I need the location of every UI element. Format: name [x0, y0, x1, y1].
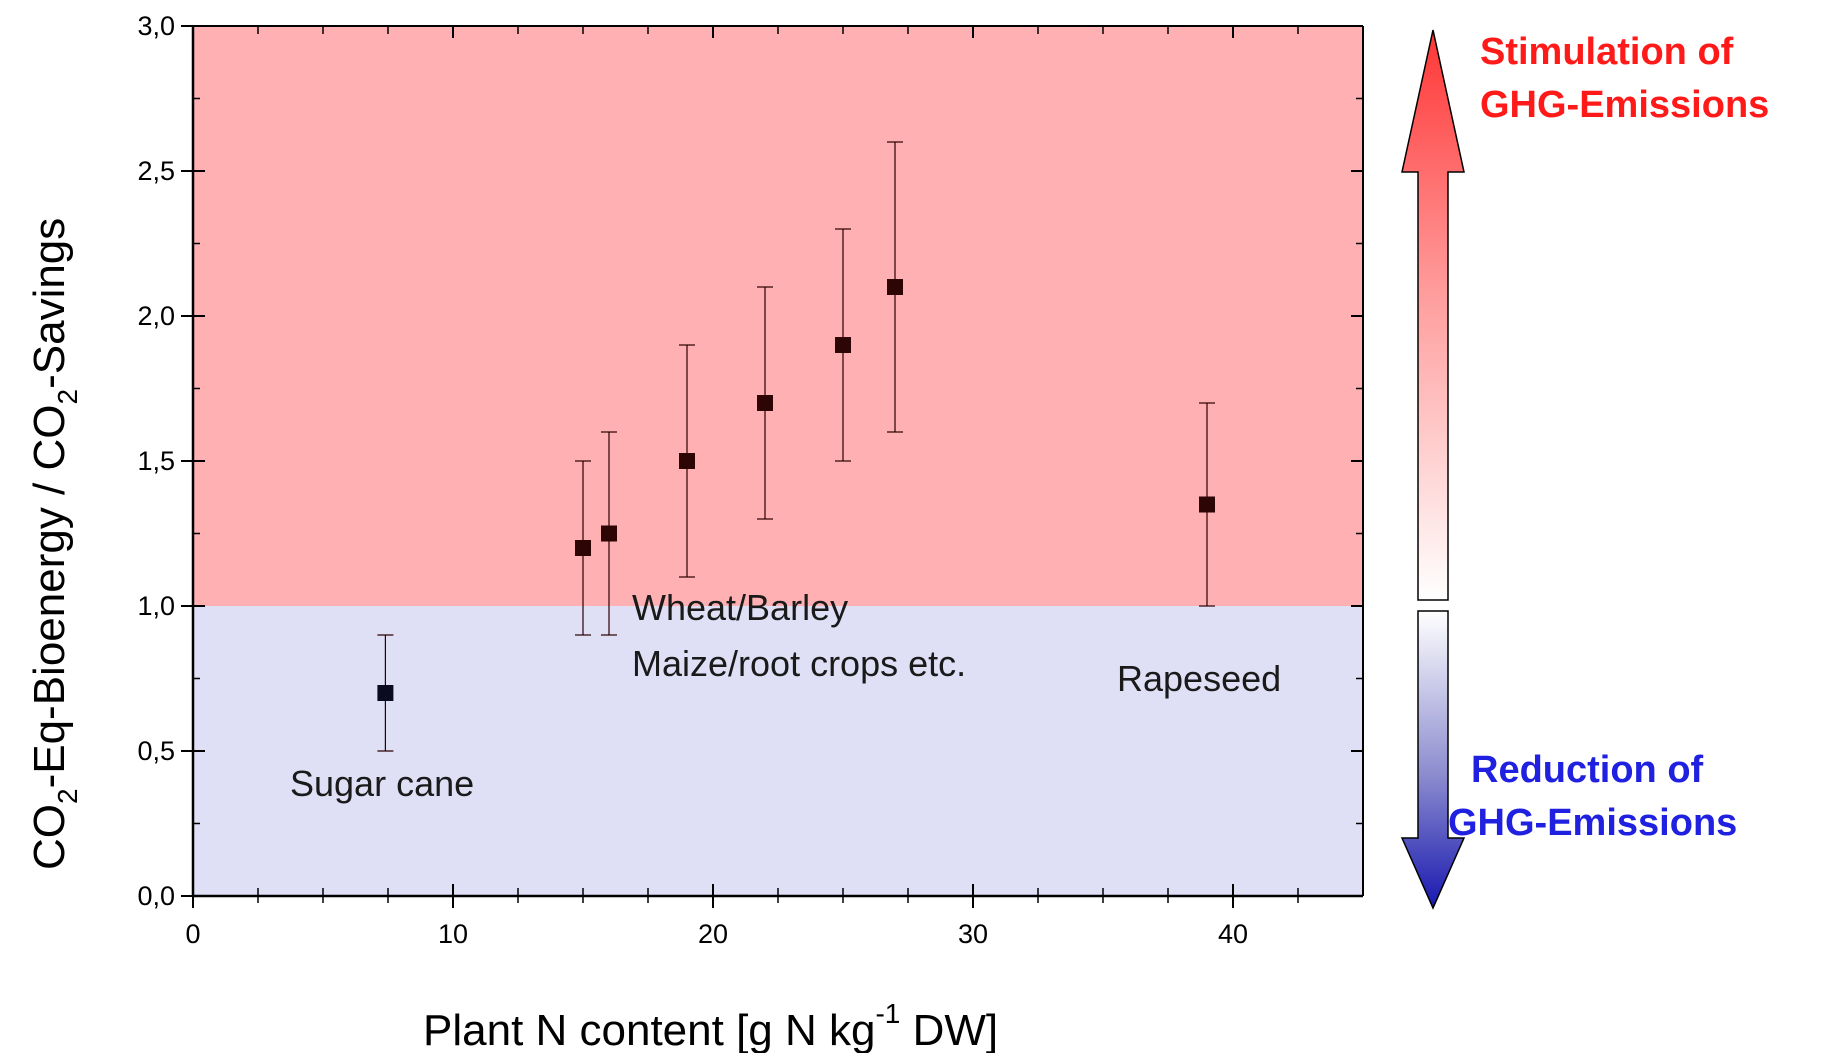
x-tick-label: 40 [1218, 919, 1248, 949]
x-tick-label: 20 [698, 919, 728, 949]
data-marker [601, 525, 617, 542]
data-point [1199, 402, 1215, 607]
data-points [377, 141, 1215, 752]
data-marker [835, 337, 851, 353]
data-marker [575, 540, 591, 556]
y-tick-label: 1,5 [137, 446, 175, 476]
y-tick-label: 2,5 [137, 156, 175, 186]
data-marker [679, 453, 695, 469]
stimulation-label-line1: Stimulation of [1480, 31, 1734, 73]
data-point [757, 286, 773, 520]
label-maize-root-crops: Maize/root crops etc. [632, 643, 966, 684]
tick-labels: 0,0 0,5 1,0 1,5 2,0 2,5 3,0 0 10 20 30 40 [137, 11, 1248, 949]
data-point [679, 344, 695, 578]
reduction-label-line2: GHG-Emissions [1448, 802, 1737, 844]
x-tick-label: 10 [438, 919, 468, 949]
data-point [835, 228, 851, 462]
tick-marks [181, 25, 1363, 908]
down-arrow-icon [1400, 610, 1466, 910]
data-marker [377, 685, 394, 701]
data-marker [757, 395, 773, 411]
reduction-label-line1: Reduction of [1471, 749, 1704, 791]
data-marker [1199, 496, 1215, 513]
stimulation-label-line2: GHG-Emissions [1480, 84, 1769, 126]
up-arrow-icon [1401, 29, 1465, 601]
data-point [377, 634, 394, 752]
data-marker [887, 279, 903, 295]
y-tick-label: 3,0 [137, 11, 175, 41]
data-point [601, 431, 617, 636]
x-tick-label: 0 [185, 919, 200, 949]
data-point [575, 460, 591, 636]
y-tick-label: 2,0 [137, 301, 175, 331]
label-wheat-barley: Wheat/Barley [632, 587, 848, 628]
x-tick-label: 30 [958, 919, 988, 949]
region-above-threshold [193, 26, 1363, 606]
y-tick-label: 1,0 [137, 591, 175, 621]
data-point [887, 141, 903, 433]
y-tick-label: 0,5 [137, 736, 175, 766]
y-tick-label: 0,0 [137, 881, 175, 911]
label-sugar-cane: Sugar cane [290, 763, 474, 804]
x-axis-title: Plant N content [g N kg-1 DW] [423, 998, 998, 1053]
label-rapeseed: Rapeseed [1117, 658, 1281, 699]
y-axis-title: CO2-Eq-Bioenergy / CO2-Savings [25, 218, 83, 870]
